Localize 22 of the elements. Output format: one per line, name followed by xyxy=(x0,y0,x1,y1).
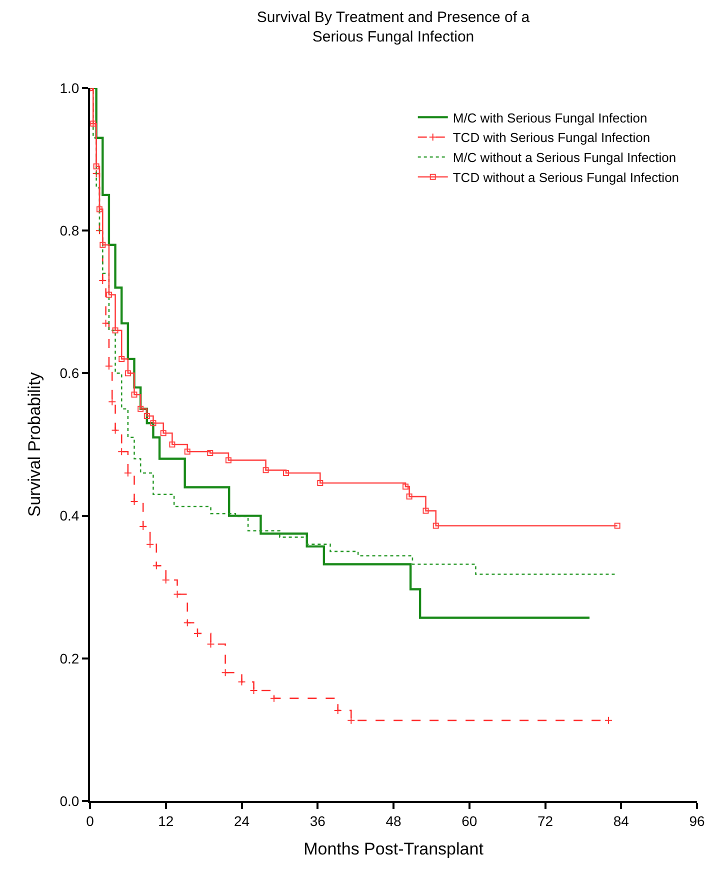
legend-label: M/C with Serious Fungal Infection xyxy=(452,110,648,126)
y-tick-label: 0.4 xyxy=(60,508,80,524)
x-tick-label: 84 xyxy=(613,812,630,829)
chart-title: Survival By Treatment and Presence of a Serious Fungal Infection xyxy=(256,9,530,46)
x-tick-label: 48 xyxy=(386,812,402,829)
x-tick-label: 24 xyxy=(234,812,250,829)
y-tick-label: 0.0 xyxy=(60,792,80,809)
x-axis-title: Months Post-Transplant xyxy=(304,840,484,859)
x-tick-label: 96 xyxy=(689,812,705,829)
y-tick-label: 0.2 xyxy=(60,650,80,666)
x-tick-label: 72 xyxy=(537,812,554,829)
x-tick-label: 60 xyxy=(462,812,478,829)
y-tick-label: 0.8 xyxy=(60,222,80,238)
x-tick-label: 12 xyxy=(158,812,174,829)
y-axis-title: Survival Probability xyxy=(24,372,44,517)
legend-label: TCD with Serious Fungal Infection xyxy=(452,130,650,146)
y-tick-label: 0.6 xyxy=(60,365,80,382)
y-tick-label: 1.0 xyxy=(60,80,80,96)
legend-label: TCD without a Serious Fungal Infection xyxy=(452,170,680,185)
x-tick-label: 0 xyxy=(86,812,94,829)
x-tick-label: 36 xyxy=(310,812,326,829)
legend-label: M/C without a Serious Fungal Infection xyxy=(452,150,676,166)
